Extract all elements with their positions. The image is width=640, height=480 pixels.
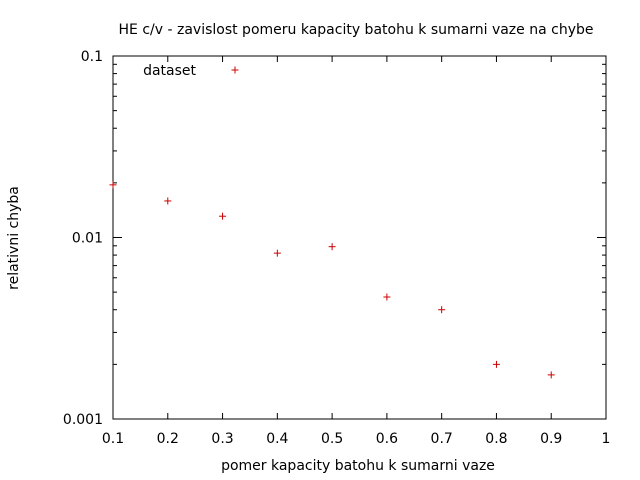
- data-point: [328, 243, 336, 251]
- plot-frame: [112, 55, 607, 420]
- x-tick-label: 0.1: [102, 431, 124, 447]
- data-point: [492, 360, 500, 368]
- legend-marker: [231, 66, 239, 74]
- chart-title: HE c/v - zavislost pomeru kapacity batoh…: [119, 22, 594, 38]
- x-tick-label: 0.5: [321, 431, 343, 447]
- y-tick-label: 0.01: [72, 231, 103, 247]
- data-point: [383, 293, 391, 301]
- legend: dataset: [143, 63, 239, 79]
- data-points: [109, 181, 555, 379]
- y-tick-label: 0.1: [81, 49, 103, 65]
- y-tick-labels: 0.001 0.01 0.1: [63, 49, 103, 428]
- y-axis-label: relativni chyba: [6, 186, 22, 290]
- x-tick-label: 0.8: [485, 431, 507, 447]
- x-tick-label: 1: [602, 431, 611, 447]
- data-point: [438, 306, 446, 314]
- x-tick-label: 0.9: [540, 431, 562, 447]
- x-axis-label: pomer kapacity batohu k sumarni vaze: [221, 458, 495, 474]
- axis-ticks: [112, 55, 607, 420]
- x-tick-label: 0.3: [211, 431, 233, 447]
- legend-marker-plus: [231, 66, 239, 74]
- x-tick-label: 0.7: [431, 431, 453, 447]
- y-tick-label: 0.001: [63, 412, 103, 428]
- x-tick-label: 0.4: [266, 431, 288, 447]
- x-tick-label: 0.2: [157, 431, 179, 447]
- data-point: [219, 212, 227, 220]
- x-tick-label: 0.6: [376, 431, 398, 447]
- data-point: [547, 371, 555, 379]
- data-point: [109, 181, 117, 189]
- x-tick-labels: 0.1 0.2 0.3 0.4 0.5 0.6 0.7 0.8 0.9 1: [102, 431, 611, 447]
- legend-label: dataset: [143, 63, 196, 79]
- data-point: [164, 197, 172, 205]
- data-point: [273, 249, 281, 257]
